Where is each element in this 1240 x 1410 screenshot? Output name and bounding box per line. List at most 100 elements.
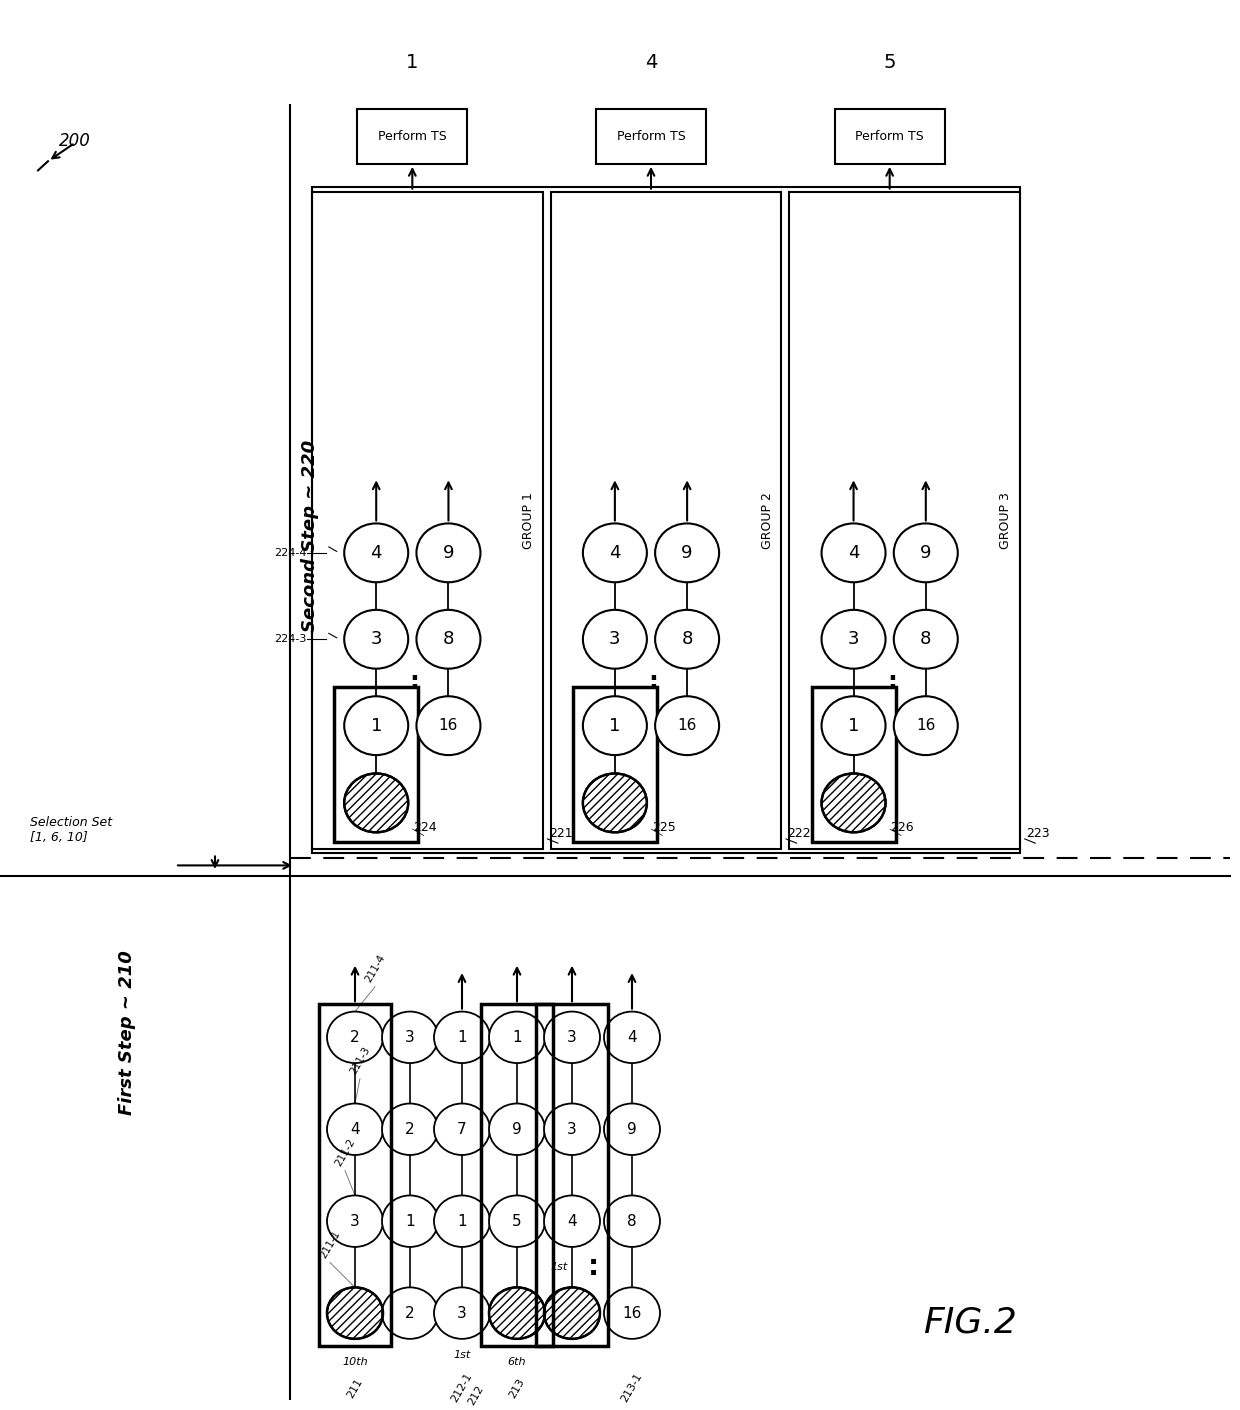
Text: 212: 212 xyxy=(466,1383,486,1407)
Text: 4: 4 xyxy=(627,1029,637,1045)
Circle shape xyxy=(583,523,647,582)
Text: :: : xyxy=(409,671,419,695)
Text: 3: 3 xyxy=(458,1306,467,1321)
Text: 226: 226 xyxy=(890,821,914,835)
Text: 211: 211 xyxy=(346,1376,365,1400)
Text: 2: 2 xyxy=(405,1306,415,1321)
Text: 4: 4 xyxy=(645,54,657,72)
Text: 212-1: 212-1 xyxy=(450,1371,475,1404)
Text: 3: 3 xyxy=(405,1029,415,1045)
Text: 200: 200 xyxy=(60,133,91,149)
Circle shape xyxy=(544,1196,600,1246)
Text: 1: 1 xyxy=(512,1029,522,1045)
Text: 1: 1 xyxy=(848,716,859,735)
Text: 9: 9 xyxy=(920,544,931,561)
Text: 2: 2 xyxy=(405,1122,415,1136)
Text: 222: 222 xyxy=(787,826,811,840)
Text: 1: 1 xyxy=(407,54,419,72)
Text: 4: 4 xyxy=(350,1122,360,1136)
Text: 8: 8 xyxy=(627,1214,637,1228)
Bar xyxy=(790,192,1021,849)
Text: 211-2: 211-2 xyxy=(334,1136,357,1167)
Text: 224-4: 224-4 xyxy=(274,548,306,558)
Text: FIG.2: FIG.2 xyxy=(923,1306,1017,1340)
Text: 213: 213 xyxy=(507,1376,527,1400)
Circle shape xyxy=(489,1287,546,1340)
Text: 3: 3 xyxy=(848,630,859,649)
Text: Selection Set
[1, 6, 10]: Selection Set [1, 6, 10] xyxy=(30,816,112,845)
Circle shape xyxy=(604,1011,660,1063)
Text: 4: 4 xyxy=(371,544,382,561)
Text: :: : xyxy=(649,671,658,695)
Circle shape xyxy=(894,611,957,668)
Circle shape xyxy=(382,1287,438,1340)
Bar xyxy=(312,188,1021,853)
Circle shape xyxy=(382,1104,438,1155)
Text: 3: 3 xyxy=(371,630,382,649)
Bar xyxy=(481,1004,553,1347)
Circle shape xyxy=(544,1104,600,1155)
Text: First Step ~ 210: First Step ~ 210 xyxy=(118,950,136,1115)
Text: 3: 3 xyxy=(567,1029,577,1045)
Text: 213-1: 213-1 xyxy=(620,1371,645,1404)
Circle shape xyxy=(822,697,885,756)
Text: 223: 223 xyxy=(1025,826,1049,840)
Text: 1: 1 xyxy=(371,716,382,735)
Circle shape xyxy=(417,611,480,668)
Text: 9: 9 xyxy=(627,1122,637,1136)
Circle shape xyxy=(434,1287,490,1340)
Circle shape xyxy=(327,1104,383,1155)
Text: 8: 8 xyxy=(920,630,931,649)
Bar xyxy=(573,687,657,842)
Text: 6th: 6th xyxy=(507,1358,526,1368)
Circle shape xyxy=(604,1287,660,1340)
Circle shape xyxy=(583,697,647,756)
Text: 1: 1 xyxy=(458,1029,466,1045)
Text: 7: 7 xyxy=(458,1122,466,1136)
Bar xyxy=(551,192,781,849)
Circle shape xyxy=(618,0,684,23)
Bar xyxy=(536,1004,608,1347)
Circle shape xyxy=(489,1196,546,1246)
Circle shape xyxy=(345,523,408,582)
Text: Perform TS: Perform TS xyxy=(616,130,686,142)
Circle shape xyxy=(417,697,480,756)
Circle shape xyxy=(434,1196,490,1246)
Text: 2: 2 xyxy=(350,1029,360,1045)
Circle shape xyxy=(327,1196,383,1246)
Bar xyxy=(335,687,418,842)
Circle shape xyxy=(655,611,719,668)
Text: 9: 9 xyxy=(681,544,693,561)
Bar xyxy=(319,1004,391,1347)
Bar xyxy=(371,0,454,102)
Text: 1st: 1st xyxy=(417,721,434,730)
Circle shape xyxy=(655,523,719,582)
Circle shape xyxy=(434,1104,490,1155)
Text: 10th: 10th xyxy=(342,1358,368,1368)
Circle shape xyxy=(345,611,408,668)
Text: 4: 4 xyxy=(609,544,621,561)
Circle shape xyxy=(822,774,885,832)
Bar xyxy=(609,0,693,102)
Circle shape xyxy=(583,774,647,832)
Bar xyxy=(848,0,931,102)
Text: GROUP 3: GROUP 3 xyxy=(999,492,1013,548)
Text: 16: 16 xyxy=(622,1306,641,1321)
Text: GROUP 1: GROUP 1 xyxy=(522,492,536,548)
Text: 8: 8 xyxy=(443,630,454,649)
Text: 1st: 1st xyxy=(655,721,672,730)
Text: GROUP 2: GROUP 2 xyxy=(761,492,774,548)
Bar xyxy=(811,687,895,842)
Circle shape xyxy=(822,611,885,668)
Text: 211-1: 211-1 xyxy=(319,1228,342,1259)
Text: 16: 16 xyxy=(677,718,697,733)
Circle shape xyxy=(604,1104,660,1155)
Text: :: : xyxy=(887,671,897,695)
Text: 3: 3 xyxy=(609,630,621,649)
Circle shape xyxy=(327,1287,383,1340)
Circle shape xyxy=(378,0,446,23)
Circle shape xyxy=(489,1011,546,1063)
Text: 5: 5 xyxy=(512,1214,522,1228)
Text: Perform TS: Perform TS xyxy=(378,130,446,142)
Circle shape xyxy=(489,1104,546,1155)
